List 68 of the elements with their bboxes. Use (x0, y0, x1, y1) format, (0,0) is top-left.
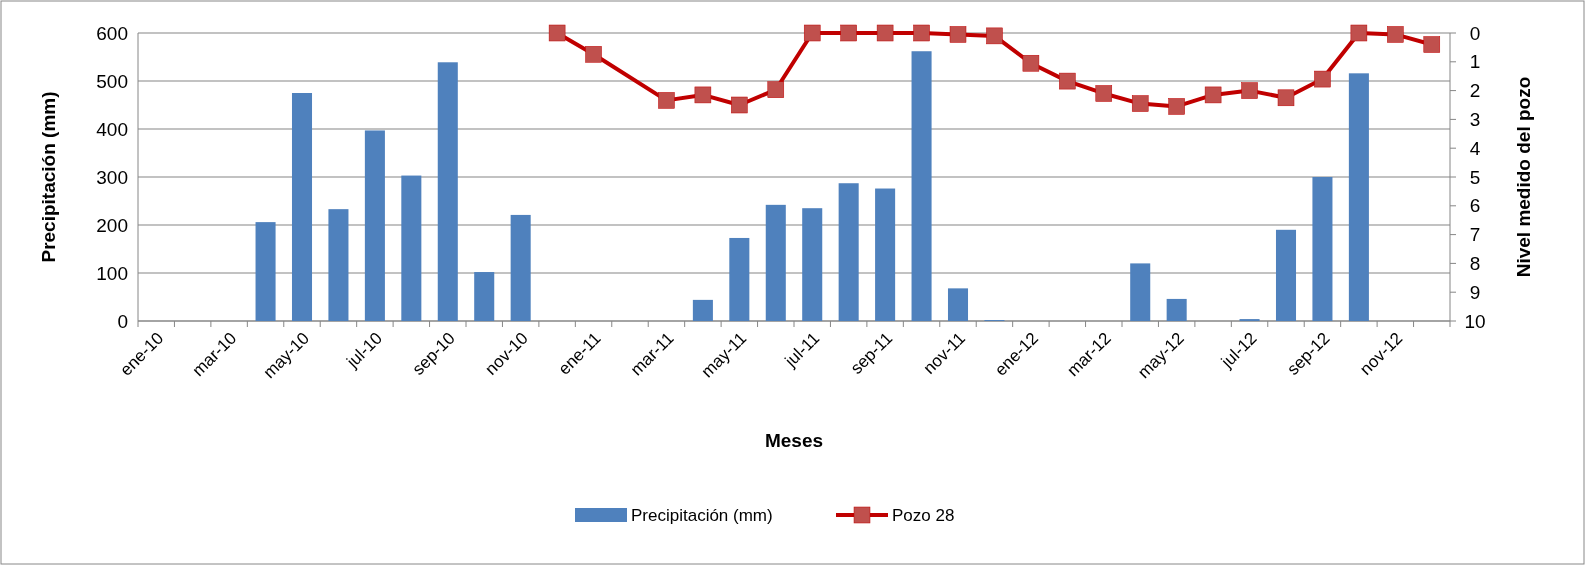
y-axis-title: Precipitación (mm) (38, 91, 59, 263)
bar (437, 62, 458, 321)
point (694, 86, 712, 104)
bar (1166, 298, 1187, 321)
y2-tick-label: 0 (1469, 22, 1481, 44)
point (1204, 86, 1222, 104)
bar (765, 204, 786, 321)
y-tick-label: 200 (96, 214, 128, 236)
point (658, 92, 675, 109)
y2-tick-label: 3 (1469, 109, 1481, 131)
point (913, 24, 930, 42)
legend-label: Precipitación (mm) (631, 505, 773, 525)
point (840, 24, 857, 42)
bar (947, 288, 969, 321)
y2-tick-label: 5 (1469, 166, 1481, 188)
bar (1130, 263, 1151, 321)
point (1241, 82, 1258, 99)
point (1387, 26, 1404, 43)
point (1350, 24, 1368, 42)
y2-tick-label: 1 (1469, 51, 1481, 73)
bar (401, 175, 422, 321)
bar (729, 237, 750, 321)
x-axis-title: Meses (764, 430, 824, 451)
point (986, 27, 1003, 45)
point (1423, 36, 1441, 53)
y2-tick-label: 2 (1469, 80, 1481, 102)
point (1095, 85, 1113, 102)
bar (1275, 229, 1297, 321)
bar (364, 130, 385, 321)
bar (1348, 73, 1369, 321)
y-tick-label: 400 (96, 118, 128, 140)
point (1059, 72, 1076, 90)
y-tick-label: 300 (96, 166, 128, 188)
y2-tick-label: 6 (1469, 195, 1481, 217)
bar (911, 51, 932, 321)
point (767, 81, 785, 98)
bar (510, 214, 531, 321)
y-tick-label: 100 (96, 262, 128, 284)
legend-label: Pozo 28 (892, 505, 955, 525)
y-tick-label: 0 (117, 310, 128, 332)
y2-tick-label: 10 (1464, 310, 1486, 332)
point (1168, 98, 1185, 115)
y2-tick-label: 9 (1469, 281, 1481, 303)
y-tick-label: 600 (96, 22, 128, 44)
bar (802, 208, 823, 321)
point (876, 24, 894, 42)
y2-tick-label: 4 (1469, 137, 1481, 159)
point (1131, 95, 1149, 112)
point (803, 24, 821, 42)
bar (328, 209, 349, 321)
y2-axis-title: Nivel medido del pozo (1513, 76, 1534, 278)
point (585, 46, 602, 63)
point (1277, 89, 1295, 107)
bar (1312, 177, 1333, 321)
bar (474, 272, 495, 321)
y2-tick-label: 8 (1469, 253, 1481, 275)
point (731, 96, 748, 114)
bar (291, 93, 313, 321)
point (949, 26, 967, 43)
point (1314, 70, 1331, 88)
point (1022, 54, 1040, 72)
bar (692, 299, 713, 321)
y2-tick-label: 7 (1469, 224, 1481, 246)
bar (875, 188, 896, 321)
point (548, 24, 566, 42)
bar (838, 183, 859, 321)
y-tick-label: 500 (96, 70, 128, 92)
bar (255, 222, 276, 321)
